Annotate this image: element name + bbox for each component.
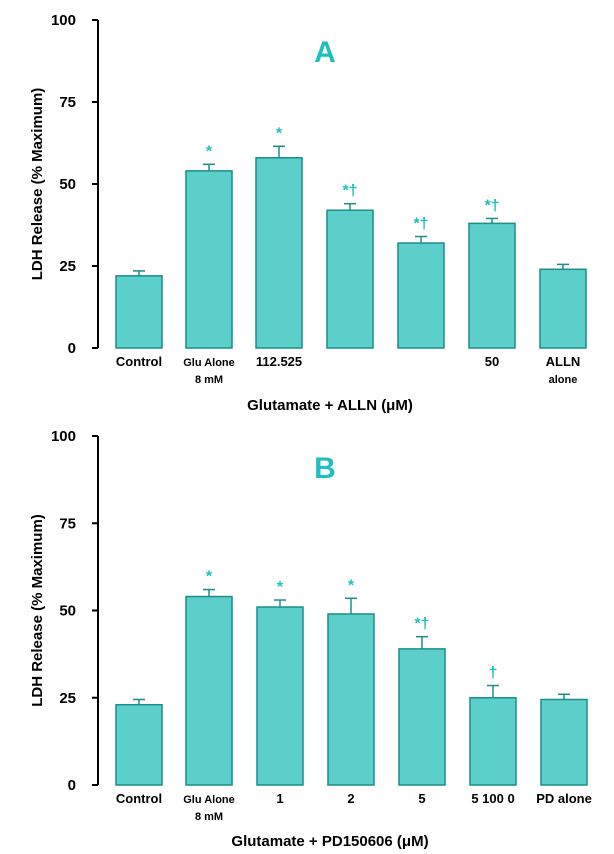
panel-a-y-tick-label: 25 bbox=[59, 258, 76, 275]
panel-a-bar bbox=[539, 268, 587, 349]
panel-b-bar bbox=[185, 595, 233, 786]
panel-a-label: A bbox=[314, 36, 336, 69]
panel-b-y-tick-label: 25 bbox=[59, 690, 76, 707]
panel-b-bar bbox=[469, 697, 517, 786]
panel-b-significance-label: * bbox=[206, 569, 213, 586]
panel-a-category-label: ALLN bbox=[546, 354, 581, 369]
panel-b-category-label: PD alone bbox=[536, 791, 592, 806]
panel-b-bar bbox=[540, 698, 588, 786]
panel-b-bar bbox=[256, 606, 304, 786]
panel-b-category-label: 1 bbox=[276, 791, 283, 806]
panel-a-bar bbox=[326, 209, 374, 349]
panel-b-y-tick-label: 0 bbox=[68, 777, 76, 794]
panel-b-y-tick-label: 50 bbox=[59, 603, 76, 620]
panel-b-label: B bbox=[314, 452, 336, 485]
panel-b-bar bbox=[398, 648, 446, 786]
panel-a-bar bbox=[397, 242, 445, 349]
panel-a-bar bbox=[115, 275, 163, 349]
panel-b-y-tick-label: 100 bbox=[51, 428, 76, 445]
panel-a-category-label: Glu Alone bbox=[183, 357, 235, 369]
panel-a-significance-label: *† bbox=[413, 215, 428, 232]
panel-a-significance-label: * bbox=[276, 125, 283, 142]
panel-b-significance-label: † bbox=[489, 665, 498, 682]
panel-b-y-tick-label: 75 bbox=[59, 515, 76, 532]
panel-a-significance-label: *† bbox=[342, 183, 357, 200]
panel-b-significance-label: *† bbox=[414, 616, 429, 633]
panel-a-y-tick-label: 100 bbox=[51, 12, 76, 29]
panel-a-category-sublabel: 8 mM bbox=[195, 374, 223, 386]
panel-a-significance-label: *† bbox=[484, 197, 499, 214]
panel-a-y-tick-label: 75 bbox=[59, 94, 76, 111]
panel-b-category-label: 5 bbox=[418, 791, 425, 806]
panel-a-y-axis-title: LDH Release (% Maximum) bbox=[29, 88, 46, 281]
panel-b-bar bbox=[115, 703, 163, 786]
panel-b-y-axis-title: LDH Release (% Maximum) bbox=[29, 514, 46, 707]
panel-b-significance-label: * bbox=[348, 577, 355, 594]
panel-b-category-label: 5 100 0 bbox=[471, 791, 514, 806]
panel-b-x-axis-title: Glutamate + PD150606 (μM) bbox=[231, 833, 428, 850]
panel-a-bar bbox=[468, 222, 516, 349]
panel-a-category-label: 112.525 bbox=[256, 354, 302, 369]
panel-b-category-sublabel: 8 mM bbox=[195, 811, 223, 823]
panel-a-y-tick-label: 50 bbox=[59, 176, 76, 193]
panel-a-bar bbox=[185, 170, 233, 349]
panel-a-category-label: 50 bbox=[485, 354, 499, 369]
panel-b-category-label: Glu Alone bbox=[183, 794, 235, 806]
panel-a-bar bbox=[255, 157, 303, 349]
panel-a-x-axis-title: Glutamate + ALLN (μM) bbox=[247, 397, 413, 414]
panel-b-category-label: Control bbox=[116, 791, 162, 806]
panel-a-category-sublabel: alone bbox=[549, 374, 578, 386]
panel-a-y-tick-label: 0 bbox=[68, 340, 76, 357]
panel-b-bar bbox=[327, 613, 375, 786]
panel-a-category-label: Control bbox=[116, 354, 162, 369]
panel-a-significance-label: * bbox=[206, 143, 213, 160]
panel-b-significance-label: * bbox=[277, 579, 284, 596]
panel-b-category-label: 2 bbox=[347, 791, 354, 806]
